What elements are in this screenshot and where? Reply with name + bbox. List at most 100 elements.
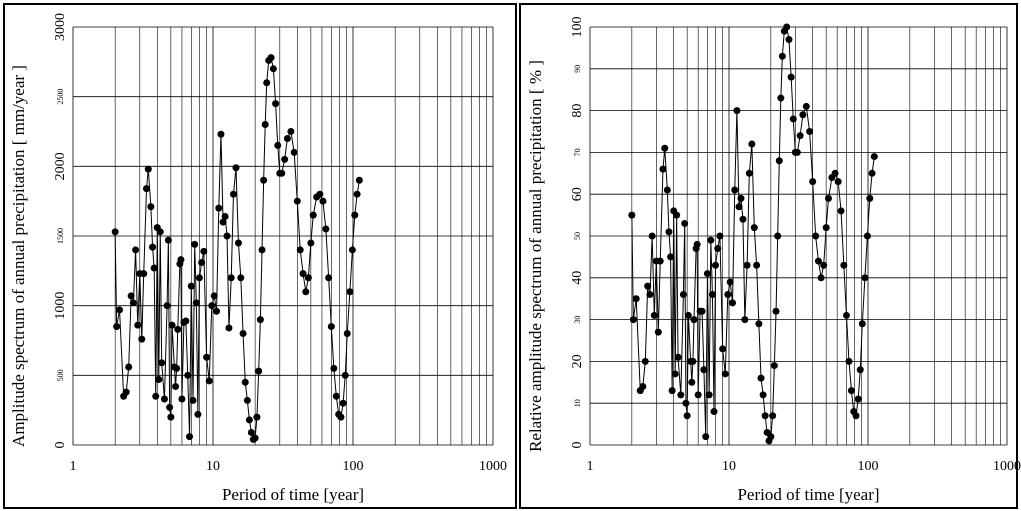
data-point: [166, 403, 174, 411]
data-point: [650, 311, 658, 319]
data-point: [688, 378, 696, 386]
data-point: [714, 245, 722, 253]
data-point: [683, 412, 691, 420]
data-point: [863, 232, 871, 240]
data-point: [663, 186, 671, 194]
data-point: [694, 391, 702, 399]
data-point: [743, 261, 751, 269]
data-point: [673, 211, 681, 219]
data-point: [227, 274, 235, 282]
data-point: [160, 395, 168, 403]
data-point: [278, 169, 286, 177]
data-point: [184, 371, 192, 379]
data-point: [726, 278, 734, 286]
data-point: [178, 395, 186, 403]
data-point: [167, 413, 175, 421]
data-point: [111, 228, 119, 236]
data-point: [143, 185, 151, 193]
data-point: [205, 377, 213, 385]
data-point: [307, 239, 315, 247]
data-point: [820, 261, 828, 269]
data-point: [210, 292, 218, 300]
data-point: [247, 428, 255, 436]
data-point: [698, 307, 706, 315]
y-tick-label: 3000: [53, 13, 68, 41]
data-point: [856, 366, 864, 374]
data-point: [796, 132, 804, 140]
data-point: [681, 219, 689, 227]
data-point: [140, 270, 148, 278]
y-tick-label: 2000: [53, 152, 68, 180]
x-tick-label: 10: [206, 459, 220, 474]
data-point: [251, 434, 259, 442]
data-point: [122, 388, 130, 396]
data-point: [767, 433, 775, 441]
x-tick-label: 100: [858, 459, 879, 474]
data-point: [837, 207, 845, 215]
data-point: [812, 232, 820, 240]
data-point: [745, 169, 753, 177]
y-tick-label: 500: [56, 369, 65, 381]
data-point: [269, 65, 277, 73]
data-point: [721, 370, 729, 378]
data-point: [290, 148, 298, 156]
data-point: [710, 408, 718, 416]
data-point: [258, 246, 266, 254]
y-tick-label: 0: [570, 442, 585, 449]
y-tick-label: 100: [570, 17, 585, 38]
y-tick-label: 40: [570, 271, 585, 285]
data-point: [648, 232, 656, 240]
right-panel-frame: [519, 3, 1018, 509]
data-point: [309, 211, 317, 219]
y-tick-label: 50: [573, 232, 582, 240]
data-point: [705, 391, 713, 399]
x-tick-label: 1: [70, 459, 77, 474]
data-point: [260, 176, 268, 184]
data-point: [213, 307, 221, 315]
y-tick-label: 20: [570, 354, 585, 368]
y-tick-label: 30: [573, 316, 582, 324]
y-tick-label: 1500: [56, 228, 65, 244]
data-point: [138, 335, 146, 343]
data-point: [772, 307, 780, 315]
data-point: [293, 197, 301, 205]
data-point: [693, 240, 701, 248]
data-point: [339, 399, 347, 407]
data-point: [644, 282, 652, 290]
data-point: [325, 274, 333, 282]
data-point: [659, 165, 667, 173]
data-point: [113, 323, 121, 331]
y-axis-label: Amplitude spectrum of annual precipitati…: [9, 65, 28, 447]
data-point: [708, 291, 716, 299]
data-point: [172, 382, 180, 390]
data-point: [283, 134, 291, 142]
data-point: [155, 376, 163, 384]
data-point: [789, 115, 797, 123]
y-tick-label: 10: [573, 399, 582, 407]
data-point: [346, 288, 354, 296]
data-point: [229, 190, 237, 198]
data-point: [731, 186, 739, 194]
data-point: [868, 169, 876, 177]
y-tick-label: 2500: [56, 89, 65, 105]
data-point: [712, 261, 720, 269]
data-point: [822, 224, 830, 232]
data-point: [173, 364, 181, 372]
data-point: [674, 353, 682, 361]
data-point: [668, 387, 676, 395]
data-point: [759, 391, 767, 399]
data-point: [632, 295, 640, 303]
data-point: [802, 102, 810, 110]
data-point: [777, 94, 785, 102]
data-point: [327, 323, 335, 331]
data-point: [641, 357, 649, 365]
data-point: [748, 140, 756, 148]
x-axis-label: Period of time [year]: [737, 485, 879, 504]
data-point: [237, 274, 245, 282]
data-point: [679, 291, 687, 299]
y-axis-label: Relative amplitude spectrum of annual pr…: [526, 60, 545, 452]
data-point: [245, 416, 253, 424]
data-point: [753, 261, 761, 269]
data-point: [168, 321, 176, 329]
data-point: [267, 54, 275, 62]
